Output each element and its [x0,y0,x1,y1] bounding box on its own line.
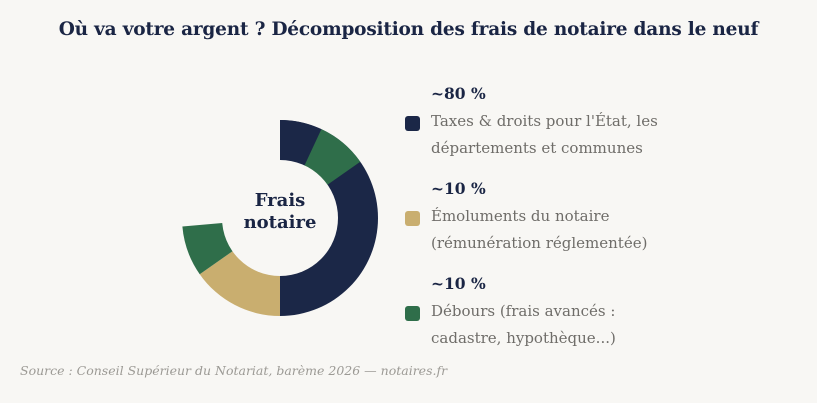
legend-description: Émoluments du notaire (rémunération régl… [431,203,701,257]
legend-description-line: départements et communes [431,139,643,157]
legend-item-debours: ~10 % Débours (frais avancés : cadastre,… [405,274,705,352]
legend-description: Taxes & droits pour l'État, les départem… [431,108,701,162]
legend-percent: ~10 % [431,274,486,293]
center-label-line-1: Frais [254,190,306,211]
legend-description-line: Débours (frais avancés : [431,302,616,320]
legend-swatch [405,306,420,321]
legend-description-line: cadastre, hypothèque...) [431,329,616,347]
legend-description-line: (rémunération réglementée) [431,234,648,252]
legend-description-line: Émoluments du notaire [431,207,610,225]
chart-title: Où va votre argent ? Décomposition des f… [58,19,759,40]
legend-description: Débours (frais avancés : cadastre, hypot… [431,298,701,352]
legend-swatch [405,211,420,226]
donut-chart [182,120,378,316]
donut-center-label: Frais notaire [230,190,330,234]
legend-percent: ~10 % [431,179,486,198]
legend-item-emoluments: ~10 % Émoluments du notaire (rémunératio… [405,179,705,257]
donut-hole [222,160,338,276]
legend-item-taxes: ~80 % Taxes & droits pour l'État, les dé… [405,84,705,162]
center-label-line-2: notaire [243,212,317,233]
source-note: Source : Conseil Supérieur du Notariat, … [20,363,448,378]
legend-swatch [405,116,420,131]
legend-percent: ~80 % [431,84,486,103]
legend-description-line: Taxes & droits pour l'État, les [431,112,658,130]
